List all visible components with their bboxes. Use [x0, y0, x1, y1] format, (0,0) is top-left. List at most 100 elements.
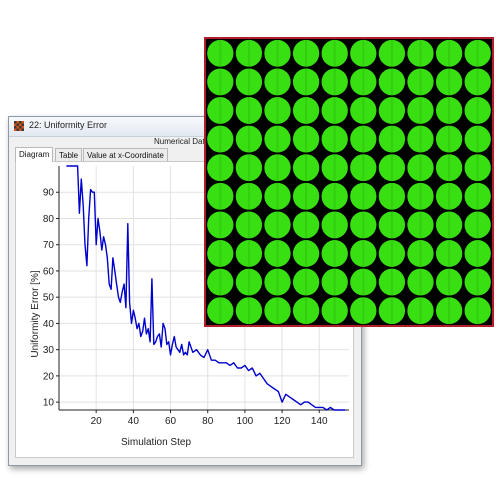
chart-ticks: 10 20 30 40 50 60 70 80 90 20 40 60 80 100 120 140: [43, 188, 328, 427]
green-dot: [435, 125, 463, 153]
dot-seam: [448, 182, 451, 210]
green-dot: [235, 297, 263, 325]
dot-seam: [362, 182, 365, 210]
x-tick-label: 60: [165, 416, 177, 427]
y-tick-label: 30: [43, 345, 55, 356]
green-dot: [207, 125, 234, 153]
y-tick-label: 20: [43, 371, 55, 382]
green-dot: [292, 297, 320, 325]
dot-seam: [305, 240, 308, 267]
green-dot: [321, 125, 348, 153]
green-dot: [378, 211, 406, 239]
green-dot: [378, 125, 406, 153]
tab-value-at-x-coordinate[interactable]: Value at x-Coordinate: [83, 148, 168, 161]
green-dot: [350, 125, 377, 153]
dot-seam: [419, 240, 422, 267]
dot-seam: [476, 125, 479, 153]
green-dot: [207, 268, 234, 296]
green-dot: [292, 211, 320, 239]
green-dot: [292, 68, 320, 96]
green-dot: [464, 39, 491, 67]
green-dot: [321, 240, 348, 267]
green-dot: [464, 240, 491, 267]
dot-seam: [476, 39, 479, 67]
dot-seam: [305, 182, 308, 210]
dot-seam: [476, 297, 479, 325]
dot-seam: [333, 268, 336, 296]
menu-numerical-data[interactable]: Numerical Data A: [154, 137, 217, 146]
dot-seam: [362, 39, 365, 67]
green-dot: [407, 297, 434, 325]
x-tick-label: 40: [128, 416, 140, 427]
x-tick-label: 80: [202, 416, 214, 427]
y-tick-label: 50: [43, 293, 55, 304]
dot-seam: [305, 268, 308, 296]
green-dot: [264, 211, 291, 239]
green-dot-grid-image: [204, 37, 494, 327]
green-dot: [207, 97, 234, 124]
tab-diagram[interactable]: Diagram: [15, 147, 54, 162]
green-dot: [321, 182, 348, 210]
green-dot: [350, 39, 377, 67]
dot-seam: [448, 211, 451, 239]
dot-seam: [333, 125, 336, 153]
dot-seam: [390, 154, 393, 182]
dot-seam: [276, 125, 279, 153]
green-dot: [264, 240, 291, 267]
x-tick-label: 100: [237, 416, 254, 427]
y-tick-label: 60: [43, 266, 55, 277]
dot-seam: [219, 182, 222, 210]
green-dot: [207, 182, 234, 210]
green-dot: [235, 182, 263, 210]
green-dot: [407, 97, 434, 124]
dot-seam: [362, 68, 365, 96]
green-dot: [435, 297, 463, 325]
green-dot: [464, 182, 491, 210]
green-dot: [350, 268, 377, 296]
dot-seam: [333, 211, 336, 239]
green-dot: [207, 39, 234, 67]
green-dot: [235, 211, 263, 239]
dot-seam: [362, 240, 365, 267]
green-dot: [264, 68, 291, 96]
dot-seam: [247, 125, 250, 153]
dot-seam: [247, 68, 250, 96]
green-dot: [321, 297, 348, 325]
chart-series-layer: [66, 165, 346, 411]
dot-seam: [247, 297, 250, 325]
dot-seam: [305, 97, 308, 124]
green-dot: [264, 154, 291, 182]
green-dot: [207, 68, 234, 96]
green-dot: [235, 97, 263, 124]
dot-seam: [448, 154, 451, 182]
green-dot: [350, 297, 377, 325]
green-dot: [435, 211, 463, 239]
dot-seam: [219, 68, 222, 96]
green-dot: [207, 154, 234, 182]
dot-seam: [276, 39, 279, 67]
dot-seam: [219, 97, 222, 124]
green-dot: [264, 182, 291, 210]
green-dot: [464, 268, 491, 296]
dot-seam: [448, 125, 451, 153]
y-tick-label: 40: [43, 319, 55, 330]
x-tick-label: 20: [91, 416, 103, 427]
dot-seam: [219, 211, 222, 239]
green-dot: [292, 125, 320, 153]
y-tick-label: 70: [43, 240, 55, 251]
green-dot: [264, 125, 291, 153]
dot-seam: [419, 182, 422, 210]
green-dot: [435, 97, 463, 124]
dot-seam: [476, 211, 479, 239]
green-dot: [378, 39, 406, 67]
dot-seam: [362, 297, 365, 325]
app-icon: [14, 121, 24, 131]
dot-seam: [333, 39, 336, 67]
green-dot: [407, 240, 434, 267]
chart-axes: [58, 166, 349, 411]
green-dot: [207, 211, 234, 239]
tab-table[interactable]: Table: [55, 148, 83, 161]
dot-seam: [305, 125, 308, 153]
green-dot: [321, 154, 348, 182]
green-dot: [235, 154, 263, 182]
